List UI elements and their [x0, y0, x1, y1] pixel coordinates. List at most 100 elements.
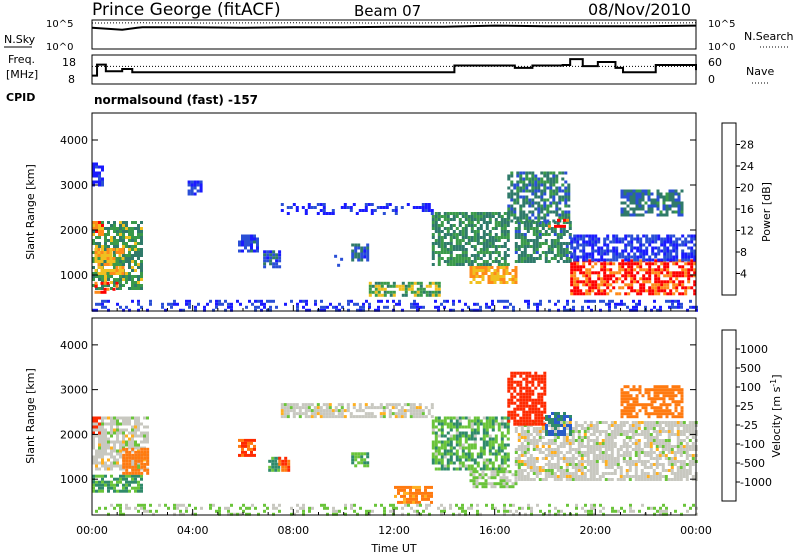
- heatmap-cell: [526, 260, 530, 263]
- heatmap-cell: [508, 272, 512, 275]
- heatmap-cell: [558, 171, 562, 175]
- heatmap-cell: [662, 201, 666, 205]
- heatmap-cell: [644, 409, 648, 413]
- heatmap-cell: [500, 464, 504, 468]
- heatmap-cell: [94, 260, 98, 263]
- heatmap-cell: [606, 277, 610, 281]
- heatmap-cell: [607, 472, 611, 475]
- heatmap-cell: [676, 427, 680, 430]
- heatmap-cell: [388, 412, 392, 416]
- heatmap-cell: [520, 430, 524, 433]
- heatmap-cell: [557, 224, 560, 228]
- heatmap-cell: [589, 424, 593, 427]
- heatmap-cell: [541, 430, 545, 433]
- heatmap-cell: [125, 275, 128, 278]
- heatmap-cell: [607, 457, 611, 460]
- heatmap-cell: [662, 195, 666, 199]
- heatmap-cell: [98, 174, 101, 178]
- heatmap-cell: [688, 454, 692, 457]
- heatmap-cell: [577, 451, 581, 454]
- heatmap-cell: [98, 165, 101, 169]
- heatmap-cell: [398, 302, 401, 306]
- heatmap-cell: [588, 252, 592, 256]
- heatmap-cell: [600, 262, 604, 266]
- heatmap-cell: [440, 461, 444, 465]
- heatmap-cell: [110, 239, 113, 242]
- heatmap-cell: [92, 437, 95, 441]
- heatmap-cell: [274, 456, 278, 460]
- heatmap-cell: [437, 281, 441, 285]
- heatmap-cell: [538, 233, 542, 236]
- heatmap-cell: [591, 289, 595, 293]
- heatmap-cell: [627, 283, 631, 287]
- heatmap-cell: [431, 290, 435, 294]
- heatmap-cell: [137, 480, 140, 484]
- heatmap-cell: [592, 442, 596, 445]
- heatmap-cell: [660, 289, 664, 293]
- heatmap-cell: [610, 472, 614, 475]
- heatmap-cell: [455, 212, 459, 215]
- heatmap-cell: [137, 302, 140, 306]
- heatmap-cell: [491, 437, 495, 441]
- heatmap-cell: [564, 210, 568, 214]
- heatmap-cell: [446, 233, 450, 236]
- heatmap-cell: [628, 454, 632, 457]
- heatmap-cell: [665, 394, 669, 398]
- heatmap-cell: [554, 433, 557, 436]
- heatmap-cell: [626, 409, 630, 413]
- heatmap-cell: [560, 433, 563, 436]
- heatmap-cell: [473, 257, 477, 260]
- heatmap-cell: [443, 446, 447, 450]
- heatmap-cell: [523, 445, 527, 448]
- heatmap-cell: [503, 230, 507, 233]
- heatmap-cell: [630, 277, 634, 281]
- heatmap-cell: [116, 227, 119, 230]
- heatmap-cell: [349, 415, 353, 419]
- heatmap-cell: [104, 428, 107, 432]
- heatmap-cell: [319, 406, 323, 410]
- heatmap-cell: [440, 428, 444, 432]
- heatmap-cell: [618, 268, 622, 272]
- heatmap-cell: [104, 416, 107, 420]
- heatmap-cell: [250, 249, 253, 253]
- heatmap-cell: [478, 476, 482, 480]
- heatmap-cell: [563, 224, 566, 228]
- heatmap-cell: [663, 283, 667, 287]
- heatmap-cell: [517, 439, 521, 442]
- heatmap-cell: [555, 174, 559, 178]
- heatmap-cell: [409, 409, 413, 413]
- heatmap-cell: [473, 212, 477, 215]
- heatmap-cell: [684, 240, 688, 244]
- heatmap-cell: [681, 274, 685, 278]
- heatmap-cell: [661, 466, 665, 469]
- heatmap-cell: [272, 253, 276, 257]
- heatmap-cell: [522, 201, 526, 205]
- heatmap-cell: [449, 239, 453, 242]
- heatmap-cell: [659, 412, 663, 416]
- heatmap-cell: [690, 237, 694, 241]
- heatmap-cell: [452, 434, 456, 438]
- heatmap-cell: [670, 472, 674, 475]
- heatmap-cell: [567, 195, 571, 199]
- heatmap-cell: [250, 240, 253, 244]
- heatmap-cell: [621, 265, 625, 269]
- heatmap-cell: [591, 283, 595, 287]
- heatmap-cell: [491, 236, 495, 239]
- heatmap-cell: [592, 424, 596, 427]
- heatmap-cell: [669, 255, 673, 259]
- heatmap-cell: [437, 467, 441, 471]
- heatmap-cell: [443, 299, 446, 303]
- heatmap-cell: [689, 299, 692, 303]
- heatmap-cell: [523, 233, 527, 236]
- heatmap-cell: [526, 254, 530, 257]
- heatmap-cell: [92, 272, 95, 275]
- heatmap-cell: [116, 239, 119, 242]
- heatmap-cell: [615, 234, 619, 238]
- heatmap-cell: [437, 230, 441, 233]
- heatmap-cell: [664, 439, 668, 442]
- colorbar-tick-label: 20: [740, 182, 754, 195]
- heatmap-cell: [523, 245, 527, 248]
- heatmap-cell: [95, 165, 98, 169]
- heatmap-cell: [227, 302, 230, 306]
- heatmap-cell: [600, 252, 604, 256]
